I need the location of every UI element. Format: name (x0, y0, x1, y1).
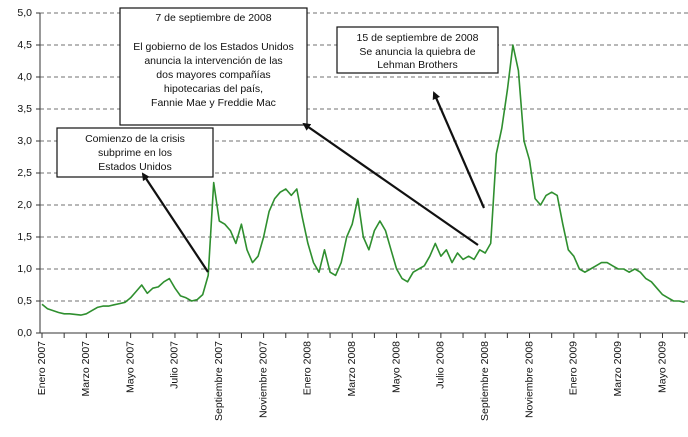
y-tick-label: 1,0 (17, 263, 32, 275)
annotation-text: Lehman Brothers (377, 59, 458, 71)
x-tick-label: Julio 2008 (435, 341, 447, 389)
y-tick-label: 4,5 (17, 39, 32, 51)
annotation-text: Comienzo de la crisis (85, 133, 185, 145)
y-tick-label: 4,0 (17, 71, 32, 83)
annotation-text: 15 de septiembre de 2008 (356, 32, 478, 44)
x-tick-label: Marzo 2007 (80, 341, 92, 397)
y-tick-label: 1,5 (17, 231, 32, 243)
x-tick-label: Marzo 2009 (612, 341, 624, 397)
x-tick-label: Mayo 2009 (656, 341, 668, 393)
annotation-box (336, 26, 499, 74)
annotation-text: subprime en los (98, 147, 172, 159)
x-tick-label: Enero 2009 (568, 341, 580, 395)
annotation-text: 7 de septiembre de 2008 (155, 12, 271, 24)
x-tick-label: Enero 2007 (36, 341, 48, 395)
annotation-arrow (302, 122, 479, 246)
annotation-box (56, 127, 214, 178)
annotation-arrow (141, 172, 209, 273)
y-tick-label: 0,5 (17, 295, 32, 307)
x-tick-label: Mayo 2008 (390, 341, 402, 393)
annotation-text: dos mayores compañías (156, 69, 270, 81)
annotation-text: hipotecarias del país, (164, 83, 263, 95)
y-tick-label: 2,5 (17, 167, 32, 179)
x-tick-label: Septiembre 2008 (479, 341, 491, 421)
annotation-text: anuncia la intervención de las (144, 55, 282, 67)
y-tick-label: 0,0 (17, 327, 32, 339)
data-line (41, 44, 685, 316)
y-tick-label: 3,0 (17, 135, 32, 147)
annotation-text: Estados Unidos (98, 161, 172, 173)
x-tick-label: Noviembre 2007 (257, 341, 269, 418)
annotation-text: El gobierno de los Estados Unidos (133, 41, 294, 53)
annotation-text: Fannie Mae y Freddie Mac (151, 97, 276, 109)
x-tick-label: Enero 2008 (302, 341, 314, 395)
x-tick-label: Julio 2007 (169, 341, 181, 389)
annotation-box (119, 7, 308, 126)
y-tick-label: 3,5 (17, 103, 32, 115)
x-tick-label: Mayo 2007 (124, 341, 136, 393)
x-tick-label: Septiembre 2007 (213, 341, 225, 421)
y-tick-label: 5,0 (17, 7, 32, 19)
x-tick-label: Marzo 2008 (346, 341, 358, 397)
y-tick-label: 2,0 (17, 199, 32, 211)
annotation-text: Se anuncia la quiebra de (359, 46, 475, 58)
annotation-arrow (432, 91, 486, 209)
x-tick-label: Noviembre 2008 (523, 341, 535, 418)
